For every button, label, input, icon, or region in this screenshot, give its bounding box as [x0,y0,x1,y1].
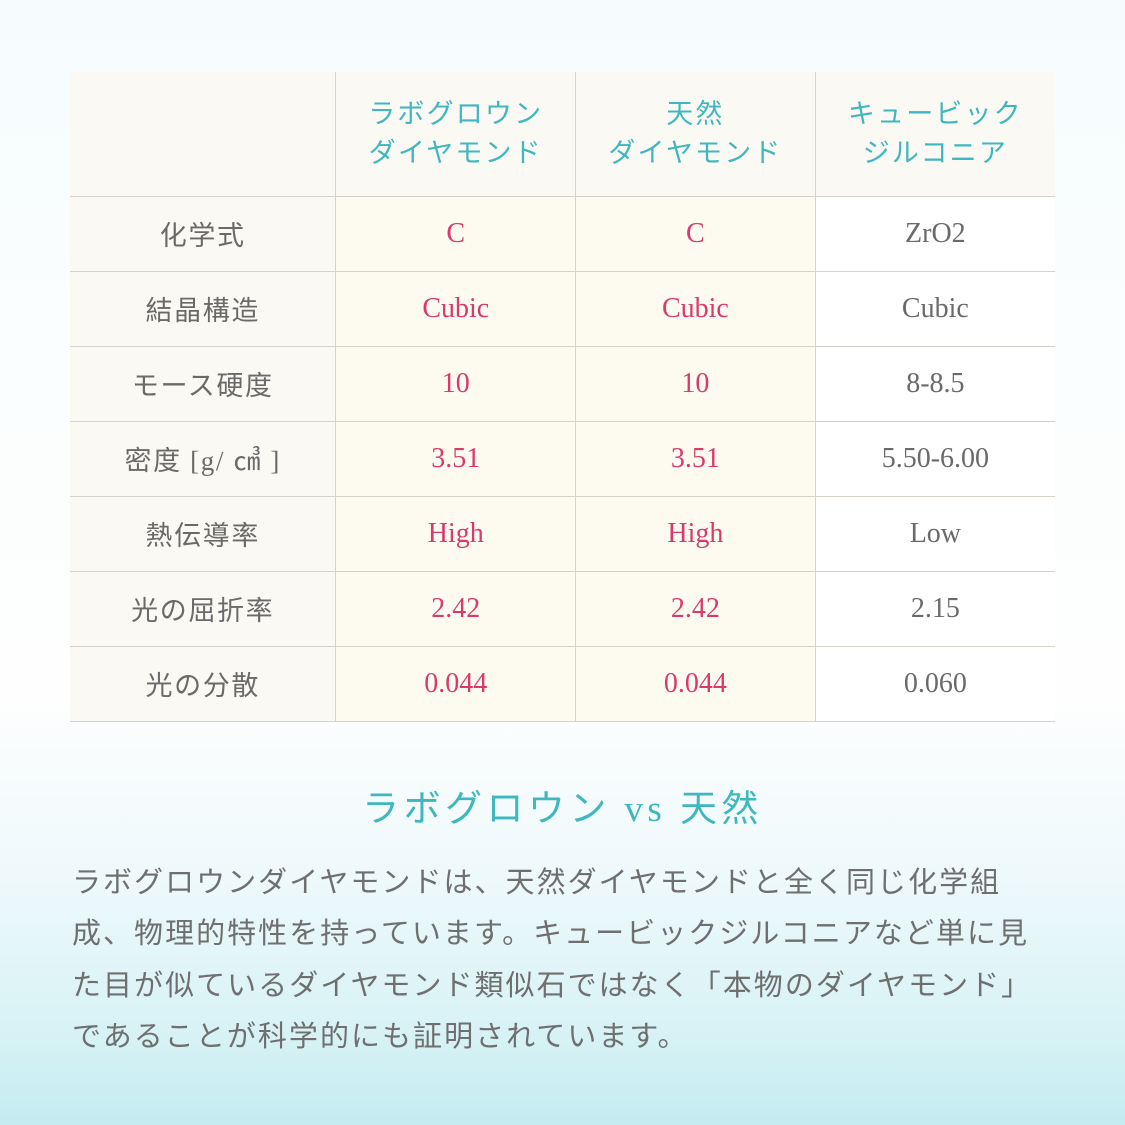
header-natural: 天然 ダイヤモンド [576,72,816,196]
cell-lab: Cubic [336,271,576,346]
cell-cz: 8-8.5 [815,346,1055,421]
header-lab-line1: ラボグロウン [336,95,575,134]
header-cz: キュービック ジルコニア [815,72,1055,196]
header-natural-line2: ダイヤモンド [576,134,815,173]
cell-natural: C [576,196,816,271]
table-body: 化学式 C C ZrO2 結晶構造 Cubic Cubic Cubic モース硬… [70,196,1055,721]
cell-natural: 0.044 [576,646,816,721]
section-paragraph: ラボグロウンダイヤモンドは、天然ダイヤモンドと全く同じ化学組成、物理的特性を持っ… [70,858,1055,1064]
row-label: モース硬度 [70,346,336,421]
comparison-table: ラボグロウン ダイヤモンド 天然 ダイヤモンド キュービック ジルコニア 化学式… [70,72,1055,722]
cell-cz: 5.50-6.00 [815,421,1055,496]
cell-cz: Cubic [815,271,1055,346]
table-row: モース硬度 10 10 8-8.5 [70,346,1055,421]
table-header-row: ラボグロウン ダイヤモンド 天然 ダイヤモンド キュービック ジルコニア [70,72,1055,196]
table-row: 光の屈折率 2.42 2.42 2.15 [70,571,1055,646]
header-cz-line2: ジルコニア [816,134,1055,173]
cell-cz: ZrO2 [815,196,1055,271]
cell-lab: 2.42 [336,571,576,646]
table-row: 結晶構造 Cubic Cubic Cubic [70,271,1055,346]
table-row: 光の分散 0.044 0.044 0.060 [70,646,1055,721]
row-label: 熱伝導率 [70,496,336,571]
section-title: ラボグロウン vs 天然 [70,778,1055,832]
header-natural-line1: 天然 [576,95,815,134]
header-cz-line1: キュービック [816,95,1055,134]
row-label: 化学式 [70,196,336,271]
header-lab: ラボグロウン ダイヤモンド [336,72,576,196]
header-empty [70,72,336,196]
cell-lab: High [336,496,576,571]
cell-cz: 0.060 [815,646,1055,721]
row-label: 光の分散 [70,646,336,721]
row-label: 密度 [g/ ㎤ ] [70,421,336,496]
header-lab-line2: ダイヤモンド [336,134,575,173]
cell-lab: C [336,196,576,271]
cell-cz: 2.15 [815,571,1055,646]
cell-natural: 2.42 [576,571,816,646]
cell-cz: Low [815,496,1055,571]
cell-natural: High [576,496,816,571]
cell-natural: 3.51 [576,421,816,496]
row-label: 結晶構造 [70,271,336,346]
description-section: ラボグロウン vs 天然 ラボグロウンダイヤモンドは、天然ダイヤモンドと全く同じ… [70,778,1055,1064]
cell-natural: Cubic [576,271,816,346]
cell-lab: 3.51 [336,421,576,496]
table-row: 密度 [g/ ㎤ ] 3.51 3.51 5.50-6.00 [70,421,1055,496]
table-row: 化学式 C C ZrO2 [70,196,1055,271]
cell-natural: 10 [576,346,816,421]
cell-lab: 10 [336,346,576,421]
cell-lab: 0.044 [336,646,576,721]
table-row: 熱伝導率 High High Low [70,496,1055,571]
row-label: 光の屈折率 [70,571,336,646]
